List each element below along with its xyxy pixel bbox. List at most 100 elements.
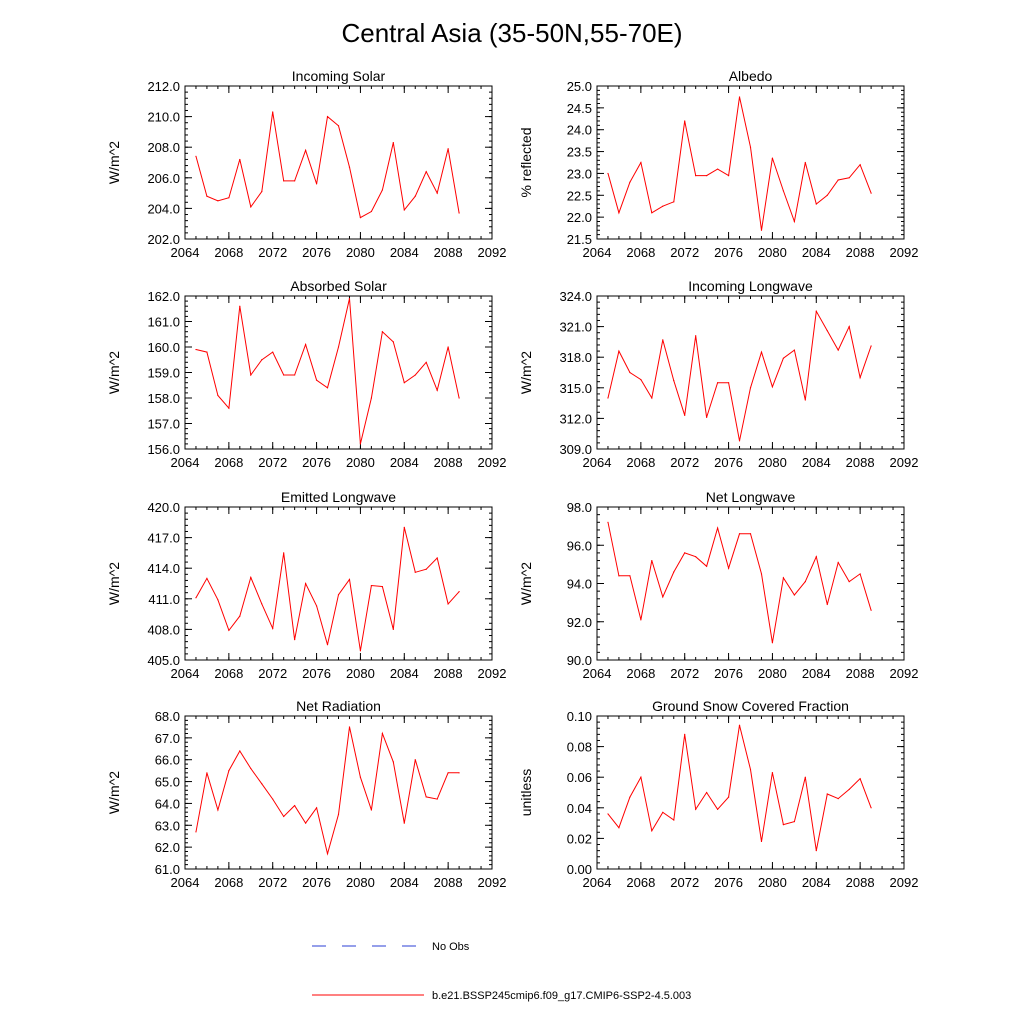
data-point xyxy=(793,820,795,823)
y-tick-label: 159.0 xyxy=(147,366,180,381)
data-point xyxy=(425,796,427,798)
y-tick-label: 0.02 xyxy=(567,831,592,846)
y-tick-label: 25.0 xyxy=(567,79,592,94)
data-point xyxy=(738,96,741,98)
data-point xyxy=(640,161,642,164)
y-tick-label: 63.0 xyxy=(155,818,180,833)
data-point xyxy=(381,331,383,333)
data-point xyxy=(436,389,438,391)
data-point xyxy=(250,576,252,578)
y-tick-label: 22.0 xyxy=(567,210,592,225)
legend: No Obs b.e21.BSSP245cmip6.f09_g17.CMIP6-… xyxy=(312,941,691,1002)
x-tick-label: 2092 xyxy=(478,455,507,470)
y-tick-label: 204.0 xyxy=(147,201,180,216)
data-point xyxy=(414,374,416,376)
data-point xyxy=(381,189,383,191)
data-point xyxy=(348,297,351,300)
data-point xyxy=(436,192,438,194)
y-tick-label: 94.0 xyxy=(567,577,592,592)
data-point xyxy=(618,827,620,829)
data-point xyxy=(458,772,460,774)
data-point xyxy=(640,776,642,778)
x-tick-label: 2088 xyxy=(846,875,875,890)
data-point xyxy=(272,111,274,113)
data-point xyxy=(250,374,252,376)
plot-frame xyxy=(184,506,493,661)
y-tick-label: 318.0 xyxy=(559,350,592,365)
data-point xyxy=(662,596,664,598)
data-point xyxy=(815,850,817,852)
y-tick-label: 23.5 xyxy=(567,145,592,160)
y-tick-label: 24.5 xyxy=(567,101,592,116)
data-point xyxy=(326,644,329,646)
data-point xyxy=(673,571,675,573)
x-tick-label: 2084 xyxy=(802,666,831,681)
data-point xyxy=(848,580,850,583)
data-point xyxy=(629,796,631,798)
data-point xyxy=(294,374,296,376)
data-point xyxy=(738,533,741,535)
plot-frame xyxy=(596,295,905,450)
y-tick-label: 212.0 xyxy=(147,79,180,94)
data-point xyxy=(651,830,653,832)
data-point xyxy=(673,380,675,382)
data-point xyxy=(782,824,784,826)
y-tick-label: 206.0 xyxy=(147,171,180,186)
y-tick-label: 157.0 xyxy=(147,417,180,432)
data-point xyxy=(695,808,697,810)
data-point xyxy=(651,212,653,214)
data-point xyxy=(283,180,285,182)
data-point xyxy=(392,341,394,343)
y-tick-label: 24.0 xyxy=(567,123,592,138)
data-point xyxy=(305,822,307,824)
y-tick-label: 414.0 xyxy=(147,561,180,576)
data-point xyxy=(228,629,230,632)
x-tick-label: 2084 xyxy=(802,455,831,470)
x-tick-label: 2072 xyxy=(258,875,287,890)
data-point xyxy=(228,770,230,772)
data-point xyxy=(629,575,631,577)
y-tick-label: 61.0 xyxy=(155,862,180,877)
data-point xyxy=(771,386,774,388)
data-point xyxy=(392,142,394,144)
x-tick-label: 2068 xyxy=(626,455,655,470)
y-tick-label: 315.0 xyxy=(559,381,592,396)
y-axis-label: W/m^2 xyxy=(106,562,122,605)
data-point xyxy=(848,788,850,791)
x-tick-label: 2084 xyxy=(390,666,419,681)
y-tick-label: 208.0 xyxy=(147,140,180,155)
y-axis-label: unitless xyxy=(518,769,534,816)
data-point xyxy=(195,155,197,157)
data-point xyxy=(403,382,405,384)
y-tick-label: 67.0 xyxy=(155,731,180,746)
y-tick-label: 0.08 xyxy=(567,740,592,755)
data-point xyxy=(826,330,828,332)
y-tick-label: 210.0 xyxy=(147,110,180,125)
data-point xyxy=(425,361,427,363)
x-tick-label: 2076 xyxy=(714,875,743,890)
data-point xyxy=(684,552,686,554)
data-point xyxy=(859,377,861,379)
data-point xyxy=(381,585,383,588)
data-point xyxy=(425,171,427,173)
x-tick-label: 2080 xyxy=(758,666,787,681)
x-tick-label: 2092 xyxy=(890,245,919,260)
data-point xyxy=(662,811,664,813)
x-tick-label: 2092 xyxy=(478,875,507,890)
data-point xyxy=(228,407,230,409)
data-point xyxy=(826,603,828,606)
data-point xyxy=(651,397,653,399)
data-point xyxy=(337,594,340,596)
data-point xyxy=(283,374,285,376)
x-tick-label: 2076 xyxy=(302,455,331,470)
data-point xyxy=(607,397,609,399)
x-tick-label: 2080 xyxy=(758,455,787,470)
y-tick-label: 68.0 xyxy=(155,709,180,724)
data-point xyxy=(261,359,263,361)
chart-panel: Ground Snow Covered Fraction unitless 2064… xyxy=(518,698,918,890)
x-tick-label: 2064 xyxy=(171,875,200,890)
x-tick-label: 2076 xyxy=(302,666,331,681)
data-point xyxy=(760,351,763,353)
data-point xyxy=(760,229,763,231)
data-point xyxy=(826,793,828,795)
